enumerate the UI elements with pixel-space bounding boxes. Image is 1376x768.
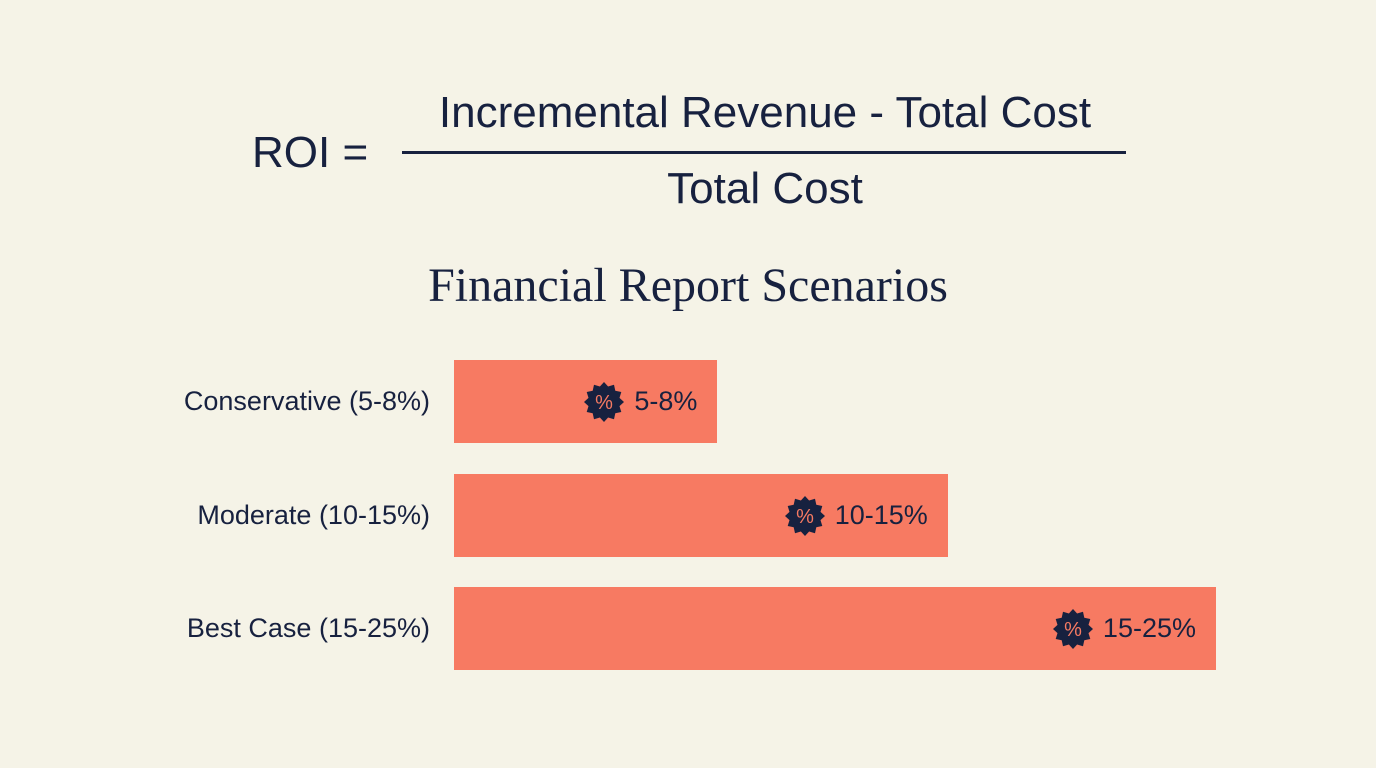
bar-row: Best Case (15-25%)% 15-25% [0,587,1376,670]
roi-formula: ROI = Incremental Revenue - Total Cost T… [0,0,1376,230]
svg-text:%: % [796,506,814,528]
bar-row: Conservative (5-8%)% 5-8% [0,360,1376,443]
formula-denominator: Total Cost [667,164,863,213]
bar-row: Moderate (10-15%)% 10-15% [0,474,1376,557]
chart-title: Financial Report Scenarios [428,259,948,312]
category-label: Conservative (5-8%) [183,386,430,416]
category-label: Moderate (10-15%) [197,500,430,530]
data-label: 10-15% [834,500,928,530]
percent-badge-icon: % [584,381,625,422]
fraction-line [402,151,1126,154]
category-label: Best Case (15-25%) [186,613,430,643]
svg-text:%: % [1064,619,1082,641]
bar: % 10-15% [454,474,948,557]
data-label-group: % 15-25% [1052,587,1196,670]
formula-lhs: ROI = [252,128,369,177]
data-label-group: % 5-8% [584,360,697,443]
data-label: 15-25% [1102,613,1196,643]
svg-text:%: % [595,392,613,414]
percent-badge-icon: % [1052,608,1093,649]
data-label: 5-8% [634,386,698,416]
bar: % 15-25% [454,587,1216,670]
bar: % 5-8% [454,360,718,443]
percent-badge-icon: % [784,495,825,536]
data-label-group: % 10-15% [784,474,928,557]
formula-numerator: Incremental Revenue - Total Cost [438,88,1092,137]
